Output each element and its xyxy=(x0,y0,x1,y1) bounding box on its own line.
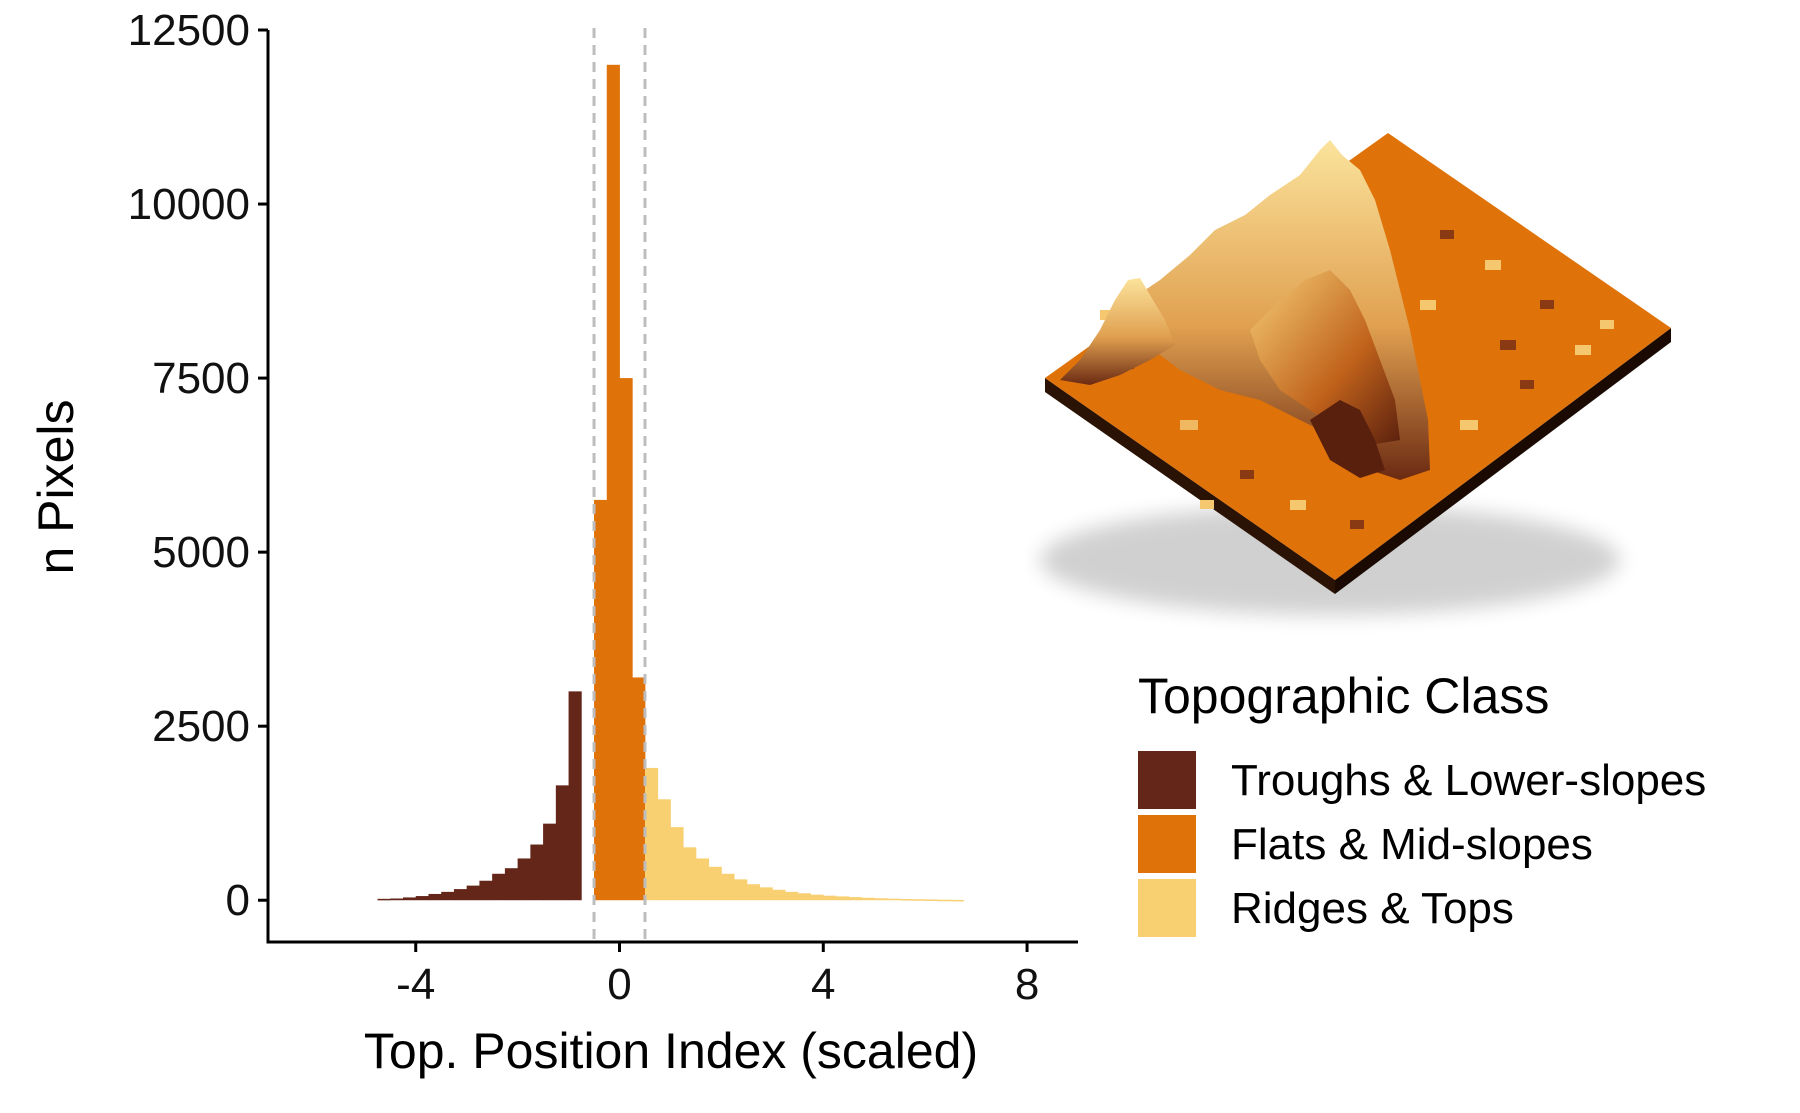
y-tick-label: 12500 xyxy=(128,6,250,55)
y-tick-label: 5000 xyxy=(152,528,250,577)
terrain-ridge-center xyxy=(1250,270,1400,445)
histogram-bar xyxy=(823,895,837,901)
histogram-bar xyxy=(785,891,799,901)
histogram-bar xyxy=(759,887,773,901)
histogram-bar xyxy=(670,827,684,901)
legend-title: Topographic Class xyxy=(1138,668,1549,724)
histogram-bar xyxy=(886,898,901,901)
histogram-bar xyxy=(504,868,519,901)
3d-terrain-render-icon xyxy=(1040,133,1671,615)
histogram-bar xyxy=(415,896,429,901)
histogram-bar xyxy=(797,893,811,901)
legend-label: Ridges & Tops xyxy=(1231,884,1514,933)
histogram-bar xyxy=(925,899,939,902)
x-axis-title: Top. Position Index (scaled) xyxy=(364,1023,978,1079)
y-axis-title: n Pixels xyxy=(28,399,84,574)
y-tick-label: 0 xyxy=(226,876,250,925)
histogram-bar xyxy=(657,799,671,901)
x-tick-label: -4 xyxy=(396,960,435,1009)
histogram-bar xyxy=(606,64,620,901)
histogram-bar xyxy=(390,898,404,901)
histogram-bar xyxy=(937,899,952,902)
histogram-bar xyxy=(683,847,697,901)
legend-key xyxy=(1138,751,1196,809)
histogram-bar xyxy=(453,889,468,901)
histogram-bar xyxy=(912,899,926,901)
histogram-bar xyxy=(543,823,557,901)
x-tick-label: 4 xyxy=(811,960,835,1009)
histogram-bar xyxy=(594,499,608,901)
legend-label: Troughs & Lower-slopes xyxy=(1231,756,1706,805)
histogram-bar xyxy=(644,767,659,901)
histogram-bar xyxy=(810,894,824,901)
histogram-bar xyxy=(772,889,786,901)
histogram-bar xyxy=(695,858,710,901)
legend-key xyxy=(1138,815,1196,873)
histogram-bar xyxy=(517,858,531,901)
terrain-valley xyxy=(1310,400,1385,478)
histogram-bar xyxy=(492,873,506,901)
y-axis-ticks: 0 2500 5000 7500 10000 12500 xyxy=(128,6,268,925)
histogram-bar xyxy=(848,897,862,901)
x-tick-label: 8 xyxy=(1015,960,1039,1009)
histogram-bar xyxy=(721,873,735,901)
legend: Topographic Class Troughs & Lower-slopes… xyxy=(1138,668,1706,937)
histogram-bar xyxy=(950,899,964,902)
histogram-bar xyxy=(874,898,888,901)
histogram-bar xyxy=(632,677,646,901)
histogram-bar xyxy=(746,884,761,901)
histogram-bar xyxy=(734,879,748,901)
terrain-ridge-left xyxy=(1060,278,1175,385)
histogram-bar xyxy=(899,898,913,901)
x-tick-label: 0 xyxy=(607,960,631,1009)
histogram-bar xyxy=(836,896,850,901)
histogram-bar xyxy=(441,891,455,901)
histogram-bar xyxy=(555,785,569,901)
y-tick-label: 10000 xyxy=(128,180,250,229)
histogram-bar xyxy=(377,898,391,901)
histogram-bar xyxy=(403,897,417,901)
axes: 0 2500 5000 7500 10000 12500 -4 0 4 8 xyxy=(128,6,1078,1009)
histogram-bars xyxy=(377,64,964,902)
histogram-bar xyxy=(428,893,442,901)
histogram-bar xyxy=(861,897,875,901)
legend-items: Troughs & Lower-slopes Flats & Mid-slopes… xyxy=(1138,751,1706,937)
histogram-bar xyxy=(708,866,722,901)
y-tick-label: 2500 xyxy=(152,702,250,751)
y-tick-label: 7500 xyxy=(152,354,250,403)
histogram-bar xyxy=(466,885,480,901)
legend-label: Flats & Mid-slopes xyxy=(1231,820,1593,869)
histogram-bar xyxy=(530,844,544,901)
terrain-front-wall xyxy=(1045,378,1335,594)
terrain-right-wall xyxy=(1335,328,1671,594)
histogram-bar xyxy=(568,691,582,901)
legend-key xyxy=(1138,879,1196,937)
histogram-bar xyxy=(619,378,633,901)
histogram-bar xyxy=(479,880,493,901)
x-axis-ticks: -4 0 4 8 xyxy=(396,942,1039,1009)
